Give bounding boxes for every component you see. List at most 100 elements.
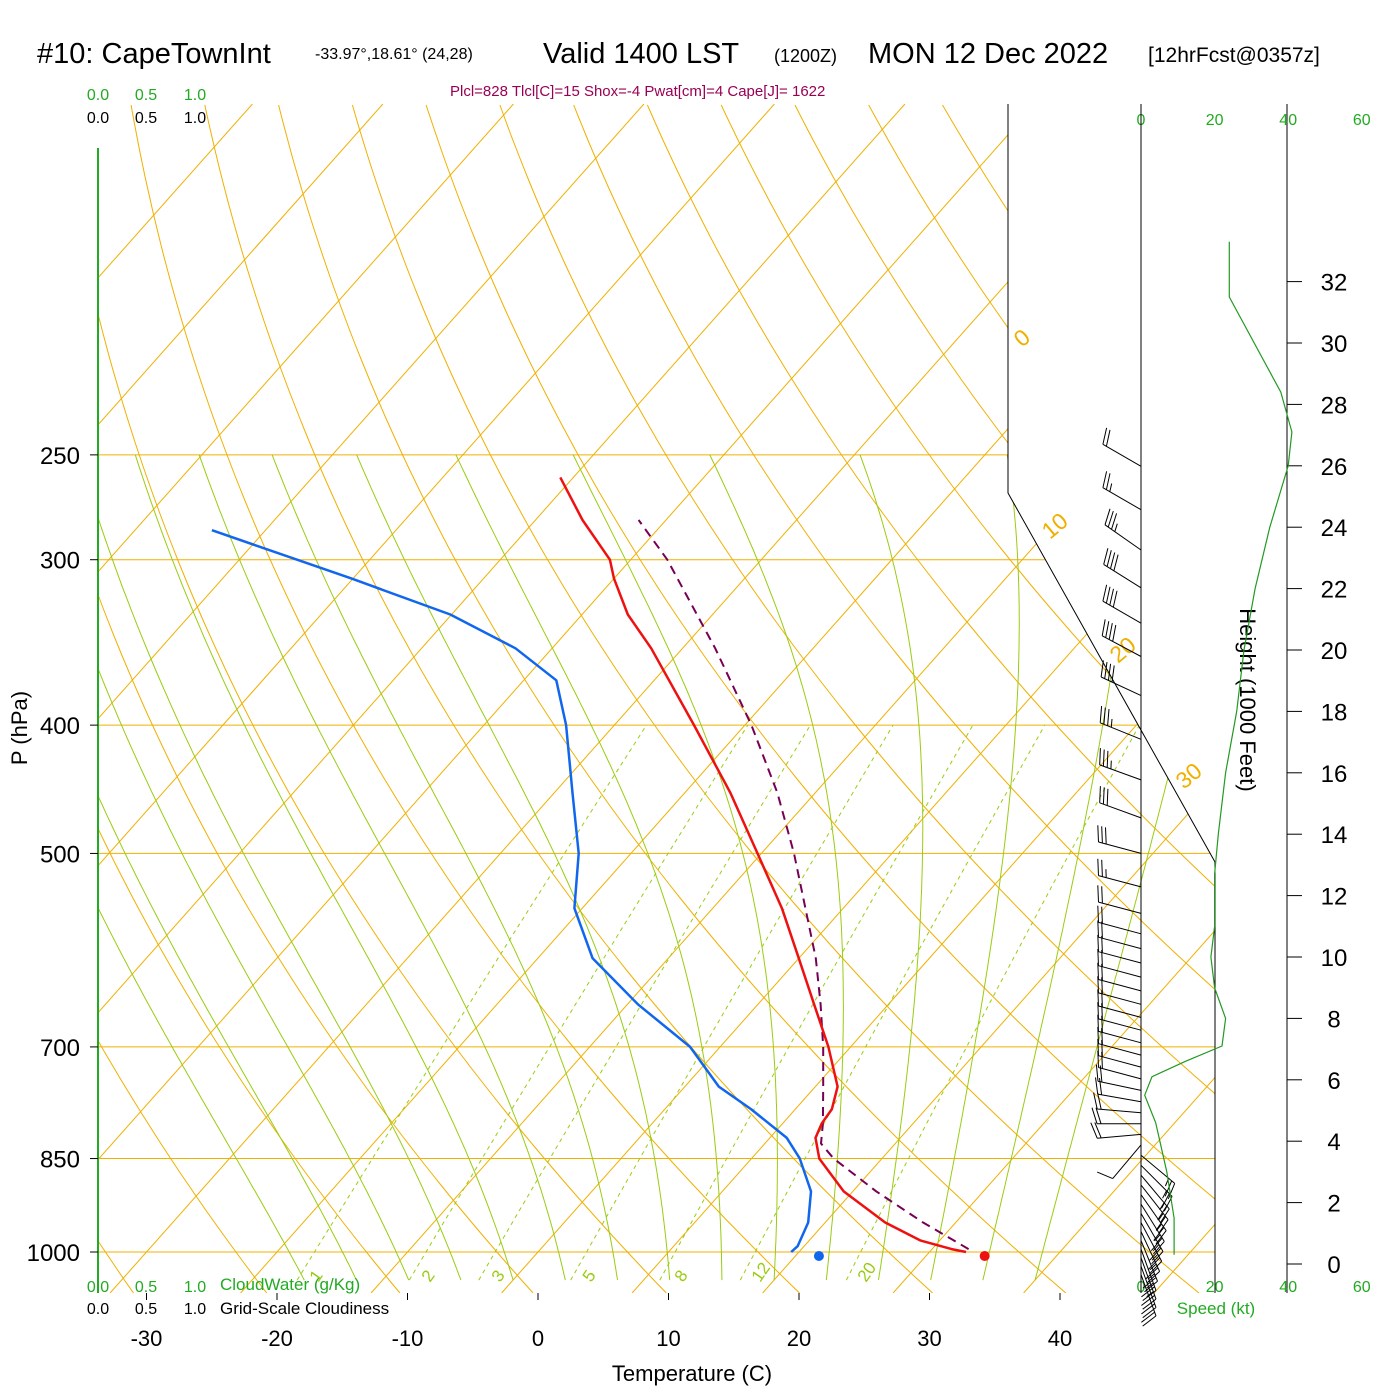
- x-axis-title: Temperature (C): [612, 1361, 772, 1386]
- isotherm-line: [98, 104, 645, 1293]
- height-tick-label: 12: [1321, 884, 1348, 911]
- cloudiness-axis-title: Grid-Scale Cloudiness: [220, 1299, 389, 1318]
- wind-barb: [1140, 1154, 1176, 1200]
- mixing-ratio-label: 8: [671, 1267, 692, 1286]
- cloudiness-tick-top: 1.0: [184, 110, 206, 127]
- moist-adiabat: [982, 454, 1137, 1281]
- cloudiness-tick-top: 0.0: [87, 110, 109, 127]
- wind-barb: [1097, 1038, 1142, 1068]
- temperature-tick-label: 10: [656, 1326, 680, 1351]
- station-coords: -33.97°,18.61° (24,28): [315, 46, 473, 63]
- height-tick-label: 32: [1321, 270, 1348, 297]
- dry-adiabat: [278, 104, 1067, 1293]
- wind-barb: [1102, 584, 1142, 624]
- pressure-tick-label: 300: [40, 548, 80, 575]
- isotherm-line: [1023, 104, 1215, 1293]
- isotherm-line: [1153, 104, 1215, 1293]
- wind-barb: [1097, 1014, 1142, 1044]
- isotherm-line: [892, 104, 1215, 1293]
- dry-adiabat: [868, 104, 1215, 1293]
- moist-adiabat: [271, 454, 618, 1281]
- dry-adiabat: [646, 104, 1215, 1293]
- wind-barb: [1097, 885, 1142, 914]
- mixing-ratio-label: 20: [854, 1259, 880, 1285]
- isotherm-line: [98, 104, 384, 1293]
- temperature-tick-label: 30: [917, 1326, 941, 1351]
- mixing-ratio-line: [408, 724, 749, 1281]
- dry-adiabat: [1385, 105, 1400, 1293]
- isotherm-line: [98, 104, 906, 1293]
- wind-speed-line: [1144, 241, 1293, 1255]
- station-title: #10: CapeTownInt: [37, 38, 271, 70]
- cloudiness-tick-bottom: 0.5: [135, 1301, 157, 1318]
- parcel-path: [637, 519, 970, 1250]
- speed-tick-bottom: 40: [1279, 1279, 1297, 1296]
- wind-barb: [1140, 1222, 1163, 1274]
- cloudwater-tick-bottom: 0.0: [87, 1279, 109, 1296]
- pressure-tick-label: 400: [40, 713, 80, 740]
- height-tick-label: 14: [1321, 822, 1348, 849]
- isotherm-line: [631, 104, 1215, 1293]
- surface-dewpoint-dot: [813, 1251, 824, 1261]
- wind-barb: [1097, 1026, 1142, 1056]
- mixing-ratio-label: 2: [418, 1267, 439, 1286]
- pressure-tick-label: 700: [40, 1035, 80, 1062]
- mixing-ratio-line: [659, 724, 974, 1281]
- wind-barb: [1140, 1213, 1164, 1265]
- isotherm-line: [240, 104, 1215, 1293]
- wind-barb: [1140, 1203, 1165, 1255]
- wind-barb: [1140, 1240, 1158, 1293]
- wind-barb: [1097, 989, 1142, 1018]
- wind-barb: [1097, 976, 1142, 1005]
- height-tick-label: 6: [1327, 1068, 1340, 1095]
- height-tick-label: 0: [1327, 1252, 1340, 1279]
- wind-barb: [1097, 1144, 1142, 1180]
- wind-barb: [1100, 660, 1142, 697]
- temperature-tick-label: -20: [261, 1326, 293, 1351]
- speed-axis-title: Speed (kt): [1177, 1299, 1255, 1318]
- valid-time: Valid 1400 LST: [543, 38, 740, 70]
- wind-barb: [1097, 920, 1142, 950]
- isotherm-line: [98, 104, 514, 1293]
- moist-adiabat: [98, 454, 357, 1281]
- isotherm-line: [98, 104, 1036, 1293]
- moist-adiabat: [572, 454, 778, 1281]
- sounding-params: Plcl=828 Tlcl[C]=15 Shox=-4 Pwat[cm]=4 C…: [450, 83, 826, 100]
- pressure-tick-label: 500: [40, 841, 80, 868]
- wind-barb: [1104, 508, 1142, 551]
- cloudwater-tick-top: 0.0: [87, 87, 109, 104]
- mixing-ratio-label: 12: [748, 1259, 774, 1285]
- speed-tick-top: 20: [1206, 112, 1224, 129]
- isotherm-line: [98, 104, 253, 1293]
- valid-date: MON 12 Dec 2022: [868, 38, 1109, 70]
- wind-barb: [1097, 1002, 1142, 1031]
- moist-adiabat: [1034, 454, 1215, 1281]
- temperature-tick-label: 20: [787, 1326, 811, 1351]
- forecast-info: [12hrFcst@0357z]: [1148, 44, 1320, 67]
- cloudwater-axis-title: CloudWater (g/Kg): [220, 1275, 360, 1294]
- wind-barb: [1140, 1174, 1170, 1224]
- dry-adiabat: [425, 104, 1215, 1293]
- pressure-tick-label: 1000: [27, 1240, 80, 1267]
- mixing-ratio-label: 3: [488, 1267, 509, 1286]
- speed-tick-top: 40: [1279, 112, 1297, 129]
- wind-barb: [1097, 825, 1142, 854]
- surface-temperature-dot: [979, 1251, 990, 1261]
- mixing-ratio-label: 5: [579, 1267, 600, 1286]
- moist-adiabat: [98, 454, 462, 1281]
- height-tick-label: 4: [1327, 1129, 1340, 1156]
- height-tick-label: 22: [1321, 577, 1348, 604]
- cloudwater-tick-bottom: 0.5: [135, 1279, 157, 1296]
- dry-adiabat: [98, 104, 534, 1293]
- plot-boundary: [1007, 104, 1216, 1293]
- cloudwater-tick-bottom: 1.0: [184, 1279, 206, 1296]
- height-tick-label: 28: [1321, 392, 1348, 419]
- speed-tick-top: 60: [1353, 112, 1371, 129]
- moist-adiabat: [930, 454, 1020, 1281]
- moist-adiabat: [98, 454, 410, 1281]
- height-tick-label: 8: [1327, 1006, 1340, 1033]
- cloudwater-tick-top: 1.0: [184, 87, 206, 104]
- dry-adiabat: [204, 104, 933, 1293]
- dry-adiabat-label: 10: [1037, 507, 1073, 543]
- wind-barb: [1093, 1092, 1142, 1114]
